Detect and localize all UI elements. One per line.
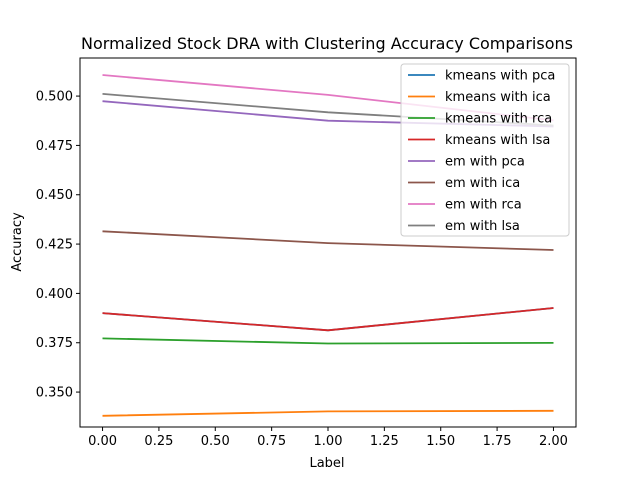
series-line-kmeans-with-lsa <box>102 307 554 332</box>
y-tick-label: 0.425 <box>36 238 73 253</box>
legend-label: em with lsa <box>445 219 520 234</box>
x-tick-label: 1.00 <box>314 434 343 449</box>
series-lines <box>102 74 554 417</box>
x-tick-label: 1.50 <box>426 434 455 449</box>
x-tick-label: 2.00 <box>539 434 568 449</box>
series-line-em-with-ica <box>102 230 554 251</box>
legend-label: kmeans with pca <box>445 69 555 84</box>
x-tick-label: 1.75 <box>483 434 512 449</box>
y-tick-label: 0.350 <box>36 386 73 401</box>
x-tick-label: 0.50 <box>201 434 230 449</box>
y-axis-ticks: 0.350 0.375 0.400 0.425 0.450 0.475 0.500 <box>36 90 80 401</box>
x-tick-label: 0.00 <box>88 434 117 449</box>
y-axis-label: Accuracy <box>10 212 25 272</box>
legend-label: em with pca <box>445 155 525 170</box>
legend-label: em with ica <box>445 176 520 191</box>
x-tick-label: 1.25 <box>370 434 399 449</box>
x-tick-label: 0.25 <box>144 434 173 449</box>
series-line-kmeans-with-rca <box>102 337 554 345</box>
y-tick-label: 0.500 <box>36 90 73 105</box>
legend-label: em with rca <box>445 198 522 213</box>
legend-box <box>400 63 570 237</box>
y-tick-label: 0.400 <box>36 287 73 302</box>
legend-label: kmeans with lsa <box>445 133 550 148</box>
series-line-kmeans-with-ica <box>102 409 554 417</box>
y-tick-label: 0.450 <box>36 188 73 203</box>
y-tick-label: 0.475 <box>36 139 73 154</box>
y-tick-label: 0.375 <box>36 336 73 351</box>
x-axis-ticks: 0.00 0.25 0.50 0.75 1.00 1.25 1.50 1.75 2.00 <box>88 427 568 449</box>
x-tick-label: 0.75 <box>257 434 286 449</box>
x-axis-label: Label <box>309 456 344 471</box>
chart-title: Normalized Stock DRA with Clustering Acc… <box>81 34 573 53</box>
legend-label: kmeans with rca <box>445 112 552 127</box>
legend-label: kmeans with ica <box>445 90 551 105</box>
legend: kmeans with pca kmeans with ica kmeans wit… <box>400 63 570 237</box>
